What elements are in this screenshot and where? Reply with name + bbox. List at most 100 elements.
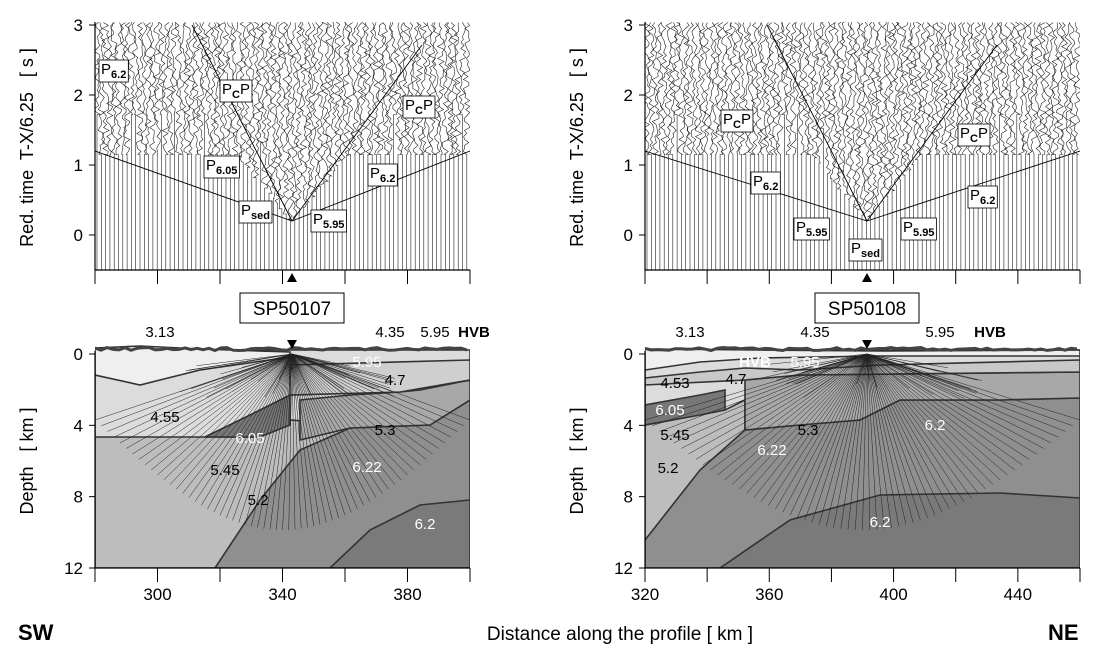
ray [681,353,868,449]
seismic-trace [767,22,776,270]
ray [826,353,868,527]
velocity-label: 6.05 [655,402,684,419]
phase-main: P [970,187,980,204]
phase-main: P [370,165,380,182]
ray [291,353,312,396]
shot-label: SP50108 [828,299,906,320]
seismic-trace [312,22,321,270]
phase-label: PCP [960,125,988,145]
seismic-trace [716,22,724,270]
velocity-label: 5.2 [658,460,679,477]
ray [138,353,293,460]
seismic-trace [363,22,373,270]
ray [866,353,921,521]
x-tick-label: 340 [268,585,296,604]
velocity-label: 4.35 [800,324,829,341]
seismic-trace [274,22,282,270]
phase-label: PCP [222,81,250,101]
ray [866,353,928,519]
ray [811,353,868,523]
seismic-trace [780,22,789,270]
seismic-trace [656,22,664,270]
seismic-trace [707,22,716,270]
shot-box [814,292,920,324]
phase-main: P [723,111,733,128]
phase-label: P5.95 [313,211,344,231]
seismic-trace [342,22,351,270]
seismic-trace [742,22,750,270]
phase-box [402,95,436,119]
ray [291,353,348,397]
seismic-trace [320,22,329,270]
seismic-trace [454,22,463,270]
ray [866,353,892,528]
phase-box [238,200,273,224]
seismic-trace [841,22,849,270]
seismic-trace [810,22,819,270]
ray [826,353,868,388]
seismic-trace [209,22,218,270]
seismic-trace [419,22,428,270]
seismic-trace [398,22,407,270]
phase-label: P6.2 [101,61,126,81]
ray [775,353,868,510]
phase-main: P [206,157,216,174]
seismic-trace [97,22,105,270]
seismic-trace [651,22,660,270]
seismic-trace [914,22,922,270]
ray [101,353,293,426]
ray [866,353,870,530]
phase-box [98,59,129,83]
seismic-trace [119,22,127,270]
seismic-trace [647,22,656,270]
ray [190,353,293,389]
y-axis-label: Depth [ km ] [17,407,37,514]
seismic-trace [905,22,914,270]
ray [291,353,314,527]
ray [194,353,293,502]
ray [866,353,979,494]
phase-main: P [241,202,251,219]
seismic-trace [286,22,295,270]
ray [257,353,293,528]
ray [264,353,293,398]
velocity-label: 6.22 [352,459,381,476]
seismic-trace [1004,22,1013,270]
ray [866,353,1015,471]
velocity-label: 5.45 [660,427,689,444]
seismic-trace [213,22,222,270]
y-tick-label: 3 [74,16,83,35]
ray [226,353,293,519]
velocity-label: HVB [739,354,771,371]
seismic-trace [424,22,432,270]
seismic-trace [376,22,385,270]
seismic-trace [703,22,712,270]
phase-box [967,185,998,209]
ray [866,353,978,381]
seismic-trace [724,22,733,270]
ray [291,353,396,485]
velocity-label: 4.7 [385,372,406,389]
seismic-trace [665,22,673,270]
ray [291,353,402,481]
shot-label: SP50107 [253,299,331,320]
ray [760,353,868,502]
phase-sub: sed [251,210,270,222]
seismic-trace [991,22,1000,270]
topography [645,345,1078,353]
seismic-trace [776,22,784,270]
ray [866,353,880,399]
seismic-trace [95,22,101,270]
phase-label: Psed [851,240,880,260]
ray [291,353,321,525]
x-tick-label: 360 [755,585,783,604]
x-tick-label: 440 [1004,585,1032,604]
ray [866,353,948,368]
seismic-trace [935,22,944,270]
seismic-trace [918,22,927,270]
ray [833,353,868,528]
ray [291,353,361,374]
ray [866,353,950,510]
velocity-label: 4.35 [375,324,404,341]
